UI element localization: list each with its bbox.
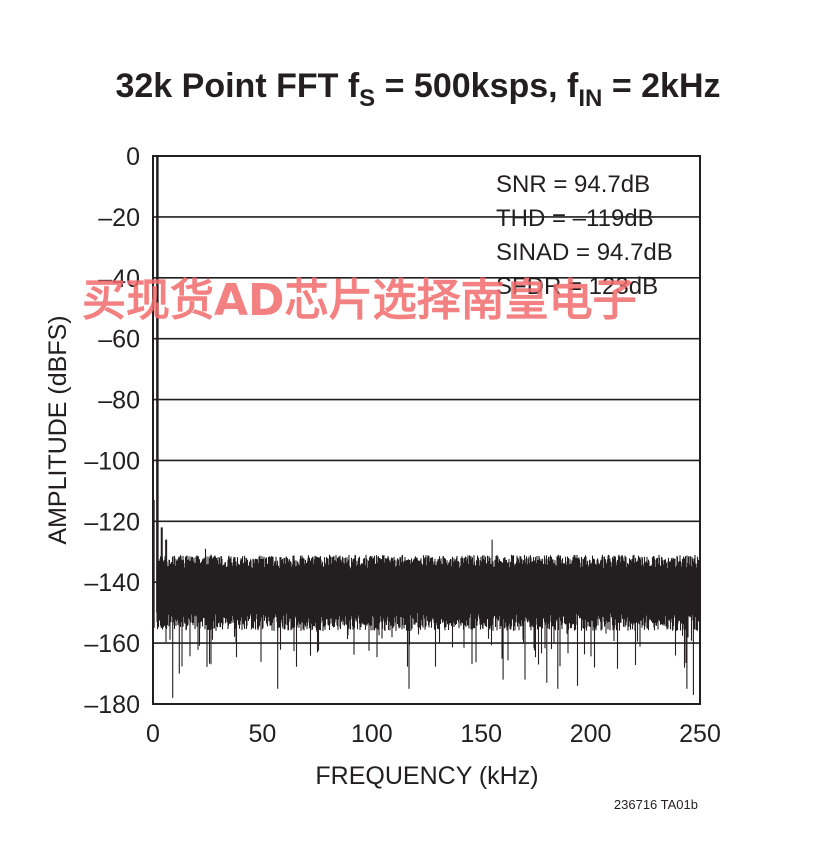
y-tick-label: –80 (98, 387, 140, 415)
y-tick-label: –180 (84, 691, 140, 719)
watermark-text: 买现货AD芯片选择南皇电子 (82, 275, 637, 326)
plot-frame (152, 155, 701, 705)
title-prefix: 32k Point FFT f (115, 67, 359, 105)
x-tick-label: 0 (146, 720, 160, 748)
x-tick-label: 50 (248, 720, 276, 748)
y-tick-label: –20 (98, 204, 140, 232)
x-tick-label: 150 (460, 720, 502, 748)
x-axis-ticks: 0 50 100 150 200 250 (146, 720, 721, 748)
metric-annotation: SINAD = 94.7dB (496, 239, 673, 266)
y-tick-label: –120 (84, 508, 140, 536)
x-tick-label: 200 (570, 720, 612, 748)
chart-title: 32k Point FFT fS = 500ksps, fIN = 2kHz (115, 67, 720, 112)
y-axis-label: AMPLITUDE (dBFS) (44, 315, 72, 544)
title-sub-s: S (359, 85, 375, 112)
metrics-annotation: SNR = 94.7dB THD = –119dB SINAD = 94.7dB SF… (496, 171, 673, 300)
fft-trace (152, 156, 700, 698)
x-tick-label: 250 (679, 720, 721, 748)
x-axis-label: FREQUENCY (kHz) (315, 762, 538, 790)
y-tick-label: –160 (84, 630, 140, 658)
x-tick-label: 100 (351, 720, 393, 748)
title-sub-in: IN (578, 85, 602, 112)
y-tick-label: –140 (84, 569, 140, 597)
metric-annotation: SNR = 94.7dB (496, 171, 650, 198)
title-suffix: = 2kHz (602, 67, 720, 105)
y-axis-ticks: 0 –20 –40 –60 –80 –100 –120 –140 –160 –180 (84, 143, 140, 719)
y-tick-label: –40 (98, 265, 140, 293)
figure-code: 236716 TA01b (614, 797, 698, 812)
metric-annotation: SFDR = 123dB (496, 273, 658, 300)
y-tick-label: –100 (84, 447, 140, 475)
y-tick-label: –60 (98, 326, 140, 354)
metric-annotation: THD = –119dB (496, 205, 654, 232)
y-tick-label: 0 (126, 143, 140, 171)
title-middle: = 500ksps, f (375, 67, 579, 105)
noise-floor (156, 539, 700, 698)
